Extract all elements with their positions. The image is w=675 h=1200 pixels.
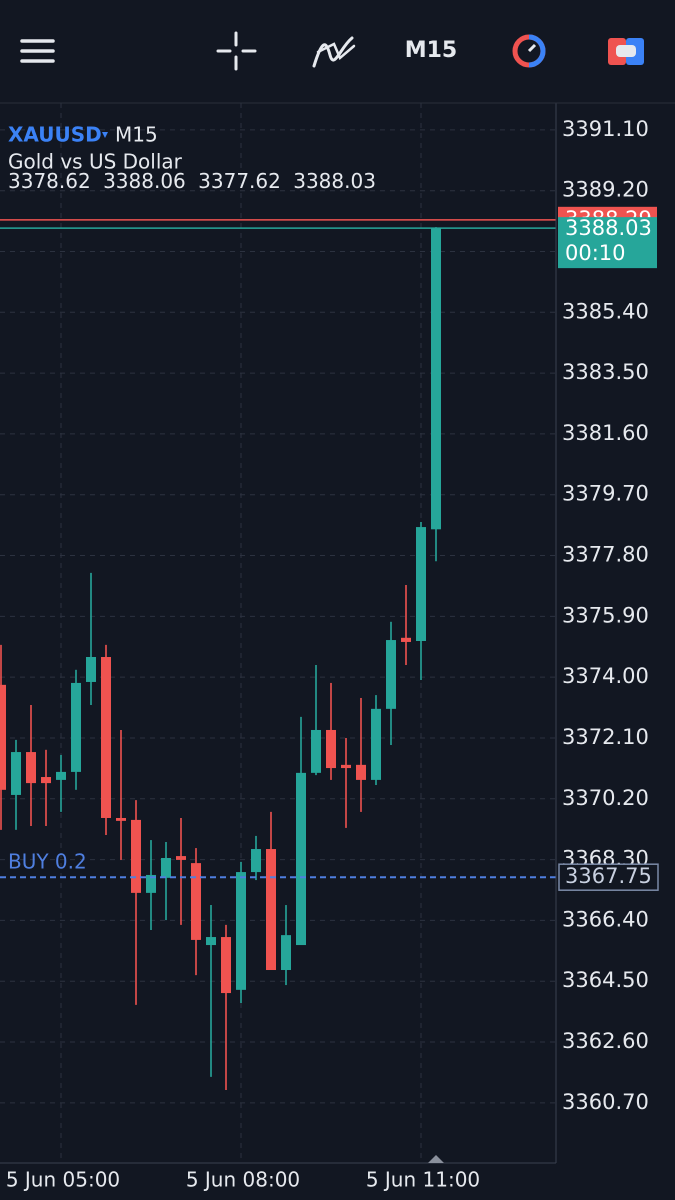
crosshair-button[interactable]: [216, 31, 257, 71]
bid-label-bg: [558, 217, 657, 269]
legend: XAUUSD M15 Gold vs US Dollar 3378.62 338…: [8, 123, 376, 193]
candle-body: [86, 657, 96, 682]
y-tick-label: 3362.60: [562, 1029, 649, 1053]
candle-body: [416, 527, 426, 642]
timeframe-button[interactable]: M15: [405, 38, 458, 63]
y-tick-label: 3381.60: [562, 421, 649, 445]
candle-body: [326, 729, 336, 769]
y-tick-label: 3375.90: [562, 603, 649, 627]
ohlc-values: 3378.62 3388.06 3377.62 3388.03: [8, 169, 376, 193]
candle-body: [401, 637, 411, 642]
legend-timeframe: M15: [115, 123, 158, 147]
x-tick-label: 5 Jun 11:00: [366, 1168, 480, 1192]
candle-body: [176, 856, 186, 860]
candle-body: [131, 819, 141, 893]
position-price-bg: [558, 863, 659, 891]
x-tick-label: 5 Jun 08:00: [186, 1168, 300, 1192]
y-tick-label: 3360.70: [562, 1090, 649, 1114]
candle-body: [266, 849, 276, 971]
plot-area: [0, 103, 656, 1163]
candle-body: [71, 682, 81, 772]
trade-button[interactable]: [608, 38, 644, 65]
candle-body: [296, 772, 306, 946]
y-tick-label: 3383.50: [562, 360, 649, 384]
indicators-button[interactable]: [312, 36, 356, 68]
candle-body: [101, 657, 111, 818]
candle-body: [221, 937, 231, 994]
position-price-label: 3367.75: [565, 864, 652, 888]
candle-body: [116, 817, 126, 821]
y-tick-label: 3364.50: [562, 968, 649, 992]
y-tick-label: 3374.00: [562, 664, 649, 688]
candle-body: [356, 764, 366, 780]
candle-body: [311, 729, 321, 773]
candle-body: [206, 937, 216, 946]
countdown: 00:10: [565, 241, 626, 265]
candle-body: [56, 771, 66, 780]
symbol-dropdown[interactable]: [102, 132, 108, 138]
bid-label: 3388.03: [565, 216, 652, 240]
candle-body: [251, 849, 261, 873]
history-button[interactable]: [512, 34, 546, 68]
candle-body: [26, 752, 36, 784]
candle-body: [0, 684, 6, 790]
y-tick-label: 3370.20: [562, 786, 649, 810]
y-tick-label: 3385.40: [562, 299, 649, 323]
candle-body: [386, 640, 396, 709]
candle-body: [281, 935, 291, 971]
candle-body: [431, 228, 441, 530]
candle-body: [11, 752, 21, 795]
ohlc-close: 3388.03: [293, 169, 376, 193]
ohlc-high: 3388.06: [103, 169, 186, 193]
ohlc-low: 3377.62: [198, 169, 281, 193]
candle-body: [236, 872, 246, 990]
scroll-marker[interactable]: [428, 1155, 444, 1163]
y-tick-label: 3377.80: [562, 543, 649, 567]
candle-body: [146, 874, 156, 893]
y-tick-label: 3372.10: [562, 725, 649, 749]
y-tick-label: 3391.10: [562, 117, 649, 141]
candle-body: [371, 708, 381, 780]
x-tick-label: 5 Jun 05:00: [6, 1168, 120, 1192]
candle-body: [41, 777, 51, 784]
y-tick-label: 3366.40: [562, 907, 649, 931]
symbol[interactable]: XAUUSD: [8, 123, 102, 147]
candle-body: [161, 857, 171, 878]
menu-button[interactable]: [20, 39, 55, 63]
y-tick-label: 3379.70: [562, 482, 649, 506]
y-tick-label: 3389.20: [562, 178, 649, 202]
candle-body: [191, 863, 201, 940]
position-label: BUY 0.2: [8, 850, 87, 874]
candle-body: [341, 764, 351, 769]
toolbar: M15: [20, 31, 644, 71]
symbol-description: Gold vs US Dollar: [8, 150, 183, 174]
ohlc-open: 3378.62: [8, 169, 91, 193]
